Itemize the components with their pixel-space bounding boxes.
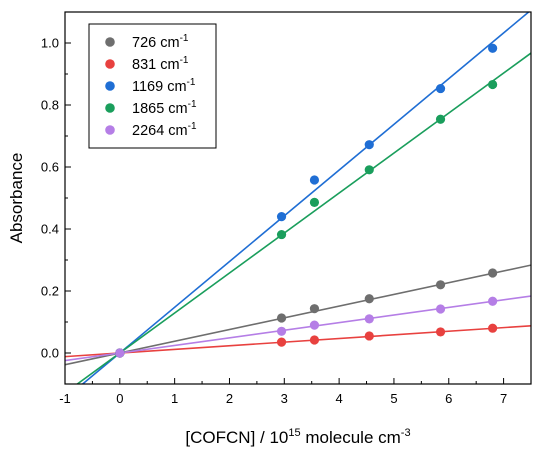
- data-point: [488, 268, 497, 277]
- x-tick-label: 1: [171, 391, 178, 406]
- x-tick-label: 5: [390, 391, 397, 406]
- y-tick-label: 0.0: [41, 346, 59, 361]
- data-point: [436, 280, 445, 289]
- data-point: [488, 324, 497, 333]
- x-axis-title-suffix: molecule cm: [301, 428, 401, 447]
- y-tick-label: 0.2: [41, 284, 59, 299]
- x-tick-label: 4: [336, 391, 343, 406]
- legend-label: 1169 cm-1: [132, 77, 196, 95]
- data-point: [365, 165, 374, 174]
- legend-label-main: 1169 cm: [132, 79, 187, 95]
- data-point: [277, 313, 286, 322]
- legend-label-main: 726 cm: [132, 35, 180, 51]
- data-point: [310, 175, 319, 184]
- data-point: [488, 297, 497, 306]
- data-point: [436, 327, 445, 336]
- y-tick-label: 0.8: [41, 98, 59, 113]
- y-tick-label: 0.6: [41, 160, 59, 175]
- fit-line: [65, 265, 531, 365]
- legend-label: 2264 cm-1: [132, 121, 197, 139]
- legend-label-sup: -1: [187, 77, 196, 88]
- data-point: [310, 321, 319, 330]
- legend-label-sup: -1: [188, 99, 197, 110]
- x-axis-title-sup: 15: [288, 427, 300, 439]
- legend-marker: [105, 81, 115, 91]
- data-point: [488, 80, 497, 89]
- x-tick-label: 7: [500, 391, 507, 406]
- data-point: [436, 115, 445, 124]
- data-point: [277, 230, 286, 239]
- x-tick-label: 3: [281, 391, 288, 406]
- legend-label-sup: -1: [180, 55, 189, 66]
- data-point: [436, 304, 445, 313]
- data-point: [115, 348, 124, 357]
- legend-label: 1865 cm-1: [132, 99, 197, 117]
- x-tick-label: 2: [226, 391, 233, 406]
- data-point: [310, 198, 319, 207]
- x-tick-label: 6: [445, 391, 452, 406]
- data-point: [277, 327, 286, 336]
- legend-label-sup: -1: [180, 33, 189, 44]
- x-tick-label: -1: [59, 391, 71, 406]
- y-tick-label: 0.4: [41, 222, 59, 237]
- legend-label-main: 1865 cm: [132, 101, 188, 117]
- data-point: [365, 331, 374, 340]
- data-point: [277, 212, 286, 221]
- data-point: [365, 314, 374, 323]
- data-point: [365, 294, 374, 303]
- data-point: [436, 84, 445, 93]
- legend-marker: [105, 59, 115, 69]
- data-point: [488, 44, 497, 53]
- legend-label-main: 831 cm: [132, 57, 180, 73]
- fit-line: [65, 296, 531, 361]
- x-tick-label: 0: [116, 391, 123, 406]
- legend-marker: [105, 103, 115, 113]
- y-tick-label: 1.0: [41, 36, 59, 51]
- data-point: [310, 335, 319, 344]
- legend-label-main: 2264 cm: [132, 123, 188, 139]
- x-axis-title-suffix-sup: -3: [401, 427, 411, 439]
- legend-marker: [105, 125, 115, 135]
- data-point: [310, 304, 319, 313]
- data-point: [277, 338, 286, 347]
- legend-marker: [105, 37, 115, 47]
- x-axis-title: [COFCN] / 1015 molecule cm-3: [185, 427, 410, 447]
- legend-label-sup: -1: [188, 121, 197, 132]
- data-point: [365, 140, 374, 149]
- x-axis-title-main: [COFCN] / 10: [185, 428, 288, 447]
- y-axis-title: Absorbance: [7, 153, 26, 244]
